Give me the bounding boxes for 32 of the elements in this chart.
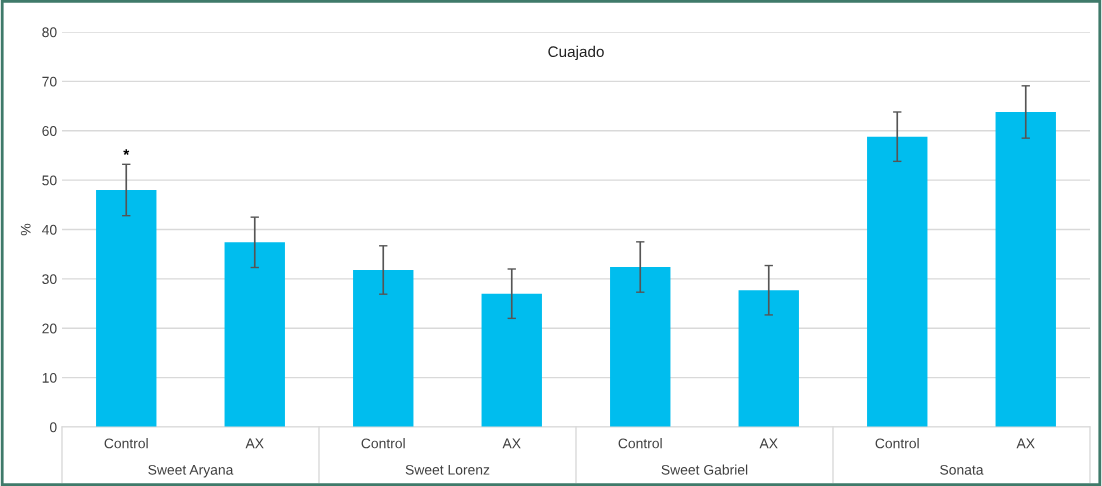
y-tick-label: 50 xyxy=(42,175,57,186)
bar xyxy=(867,136,928,427)
bar xyxy=(224,242,285,427)
x-tick-label: Control xyxy=(361,438,405,449)
y-tick-label: 60 xyxy=(42,126,57,136)
bar xyxy=(481,293,542,427)
text: Cuajado xyxy=(548,45,604,61)
x-tick-label: Control xyxy=(875,438,919,449)
text: Sweet Gabriel xyxy=(661,464,748,475)
x-tick-label: AX xyxy=(1016,438,1035,449)
y-axis-title: % xyxy=(20,223,31,236)
bar xyxy=(738,290,799,427)
y-tick-label: 70 xyxy=(42,76,57,87)
text: Sweet Lorenz xyxy=(405,464,490,475)
y-tick-label: 30 xyxy=(42,274,57,285)
x-tick-label: Control xyxy=(618,438,662,449)
x-tick-label: Control xyxy=(104,438,148,449)
y-tick-label: 10 xyxy=(42,372,57,383)
annotation: * xyxy=(123,149,130,155)
y-tick-label: 0 xyxy=(49,422,57,433)
bar xyxy=(96,190,157,427)
bar xyxy=(610,267,671,427)
text: Sweet Aryana xyxy=(148,464,234,478)
y-tick-label: 80 xyxy=(42,27,57,38)
text: Sonata xyxy=(940,464,984,475)
x-tick-label: AX xyxy=(502,438,521,449)
bar xyxy=(995,111,1056,427)
bar xyxy=(353,269,414,427)
x-tick-label: AX xyxy=(245,438,264,449)
x-tick-label: AX xyxy=(759,438,778,449)
y-tick-label: 40 xyxy=(42,224,57,235)
y-tick-label: 20 xyxy=(42,323,57,334)
